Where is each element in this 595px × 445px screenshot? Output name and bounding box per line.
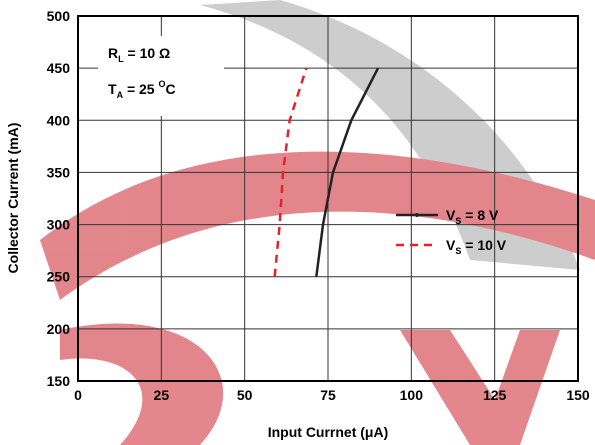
watermark-red-2	[60, 323, 224, 445]
y-tick-label: 450	[47, 60, 71, 76]
legend-label: VS = 10 V	[446, 237, 507, 256]
x-tick-label: 125	[483, 387, 507, 403]
annotation: RL = 10 Ω	[108, 45, 170, 64]
y-tick-label: 500	[47, 8, 71, 24]
plot-frame	[77, 15, 579, 382]
x-tick-label: 25	[154, 387, 170, 403]
annotation-sup: O	[158, 79, 165, 89]
y-tick-label: 200	[47, 321, 71, 337]
y-tick-label: 150	[47, 373, 71, 389]
watermark-red-3	[400, 330, 560, 445]
annotation-text: = 10 Ω	[124, 45, 171, 61]
x-tick-label: 100	[400, 387, 424, 403]
x-tick-label: 50	[237, 387, 253, 403]
y-tick-label: 400	[47, 112, 71, 128]
series-line	[315, 67, 380, 277]
annotation-main: R	[108, 45, 118, 61]
annotation-sub: A	[117, 90, 124, 100]
y-tick-label: 250	[47, 269, 71, 285]
annotation: TA = 25 OC	[108, 79, 176, 100]
x-tick-label: 150	[566, 387, 590, 403]
legend-label: VS = 8 V	[446, 207, 499, 226]
legend-sub: S	[455, 216, 461, 226]
annotation-text: = 25	[123, 81, 158, 97]
legend-text: = 8 V	[461, 207, 499, 223]
annotation-end: C	[166, 81, 176, 97]
series-line	[273, 67, 308, 277]
annotation-main: T	[108, 81, 117, 97]
legend-main: V	[446, 207, 456, 223]
y-axis-title: Collector Current (mA)	[5, 123, 21, 274]
x-tick-label: 75	[320, 387, 336, 403]
legend-sub: S	[455, 246, 461, 256]
legend-marker	[415, 213, 419, 217]
x-axis-title: Input Currnet (μA)	[268, 424, 389, 440]
watermark	[40, 0, 595, 445]
y-tick-label: 350	[47, 164, 71, 180]
annotation-sub: L	[118, 54, 124, 64]
legend-main: V	[446, 237, 456, 253]
annotation-box	[98, 36, 224, 116]
legend-text: = 10 V	[461, 237, 506, 253]
y-tick-label: 300	[47, 217, 71, 233]
x-tick-label: 0	[74, 387, 82, 403]
watermark-red	[40, 151, 595, 300]
